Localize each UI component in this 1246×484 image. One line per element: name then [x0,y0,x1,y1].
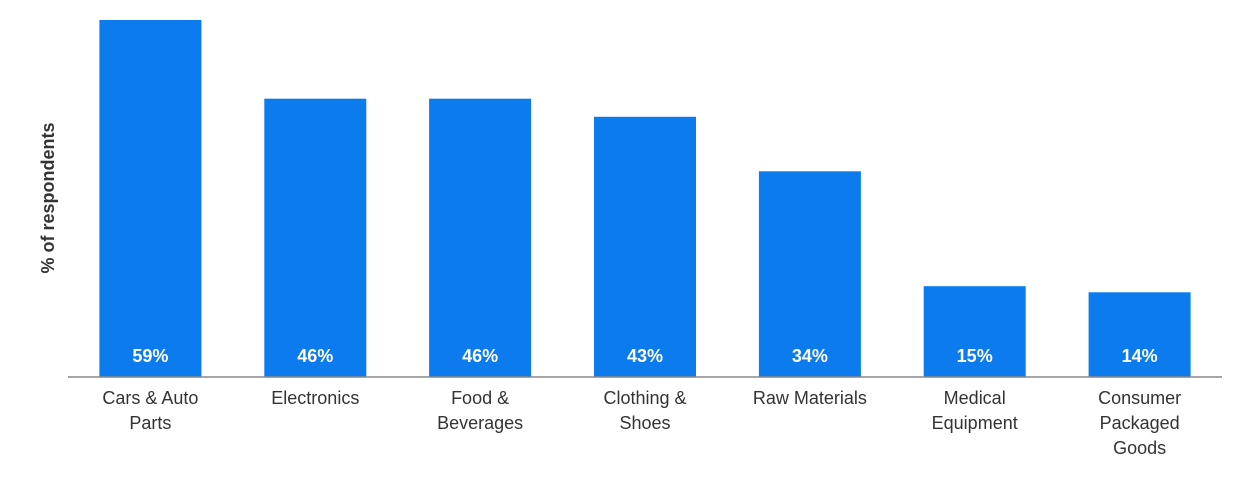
category-label-line: Consumer [1098,388,1181,408]
category-label-line: Medical [944,388,1006,408]
y-axis-label: % of respondents [38,122,58,273]
category-label-3: Clothing & Shoes [603,388,686,433]
category-label-line: Clothing & [603,388,686,408]
bars-group: 59% 46% 46% 43% 34% 15% 14% [99,20,1191,378]
category-labels-group: Cars & Auto Parts Electronics Food & Beverag… [102,388,1181,458]
bar-1 [264,98,367,377]
bar-value-label-0: 59% [132,346,168,366]
category-label-1: Electronics [271,388,359,408]
category-label-line: Equipment [932,413,1018,433]
bar-5 [923,286,1026,377]
bar-0 [99,20,202,377]
bar-value-label-2: 46% [462,346,498,366]
category-label-line: Raw Materials [753,388,867,408]
bar-value-label-4: 34% [792,346,828,366]
bar-4 [758,171,861,377]
category-label-line: Electronics [271,388,359,408]
category-label-2: Food & Beverages [437,388,523,433]
category-label-5: Medical Equipment [932,388,1018,433]
bar-6 [1088,292,1191,377]
category-label-line: Food & [451,388,509,408]
category-label-line: Goods [1113,438,1166,458]
category-label-line: Cars & Auto [102,388,198,408]
category-label-line: Parts [129,413,171,433]
bar-value-label-1: 46% [297,346,333,366]
category-label-6: Consumer Packaged Goods [1098,388,1181,458]
bar-3 [594,116,696,378]
category-label-4: Raw Materials [753,388,867,408]
bar-value-label-3: 43% [627,346,663,366]
category-label-line: Shoes [619,413,670,433]
category-label-0: Cars & Auto Parts [102,388,198,433]
bar-2 [429,98,532,377]
bar-value-label-5: 15% [957,346,993,366]
category-label-line: Packaged [1100,413,1180,433]
bar-value-label-6: 14% [1122,346,1158,366]
category-label-line: Beverages [437,413,523,433]
